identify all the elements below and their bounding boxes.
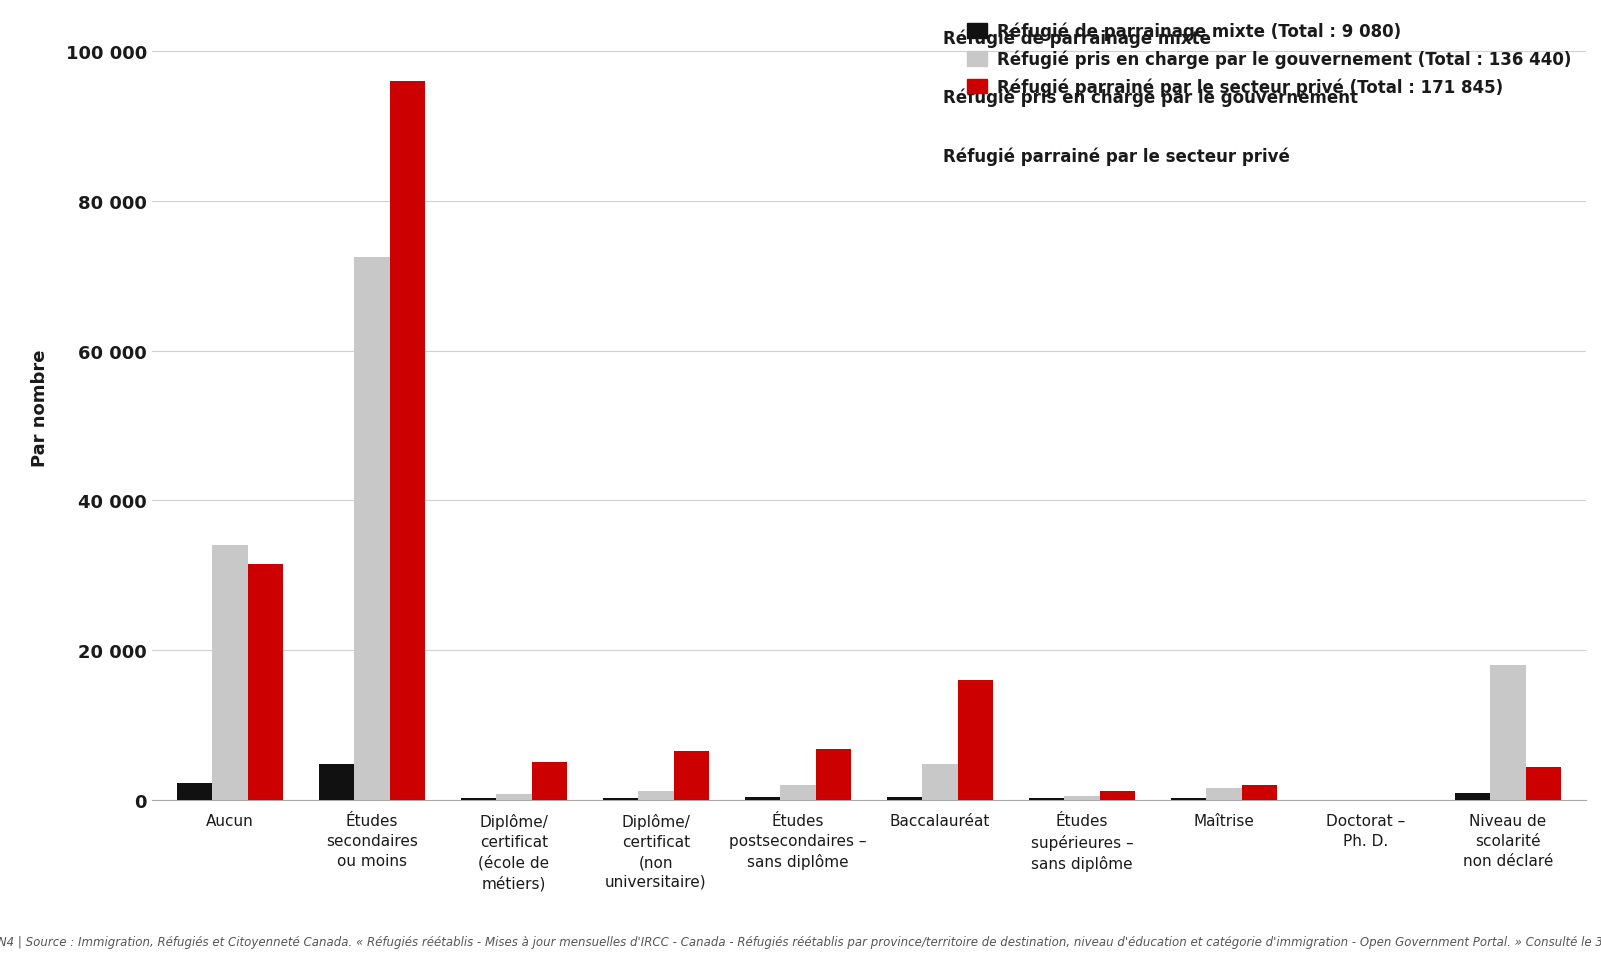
Bar (1065, 796, 1100, 800)
Bar (639, 792, 674, 800)
Legend: Réfugié de parrainage mixte (Total : 9 080), Réfugié pris en charge par le gouve: Réfugié de parrainage mixte (Total : 9 0… (967, 23, 1572, 96)
Bar (354, 258, 389, 800)
Bar (461, 799, 496, 800)
Bar (1242, 785, 1278, 800)
Bar (532, 762, 567, 800)
Bar (248, 564, 283, 800)
Text: Réfugié parrainé par le secteur privé (Total : 171 845): Réfugié parrainé par le secteur privé (T… (943, 147, 1391, 166)
Bar (319, 764, 354, 800)
Text: Réfugié parrainé par le secteur privé: Réfugié parrainé par le secteur privé (943, 147, 1290, 166)
Text: Réfugié pris en charge par le gouvernement: Réfugié pris en charge par le gouverneme… (943, 88, 1359, 107)
Bar (674, 751, 709, 800)
Text: Réfugié de parrainage mixte: Réfugié de parrainage mixte (943, 30, 1212, 48)
Bar (389, 82, 426, 800)
Y-axis label: Par nombre: Par nombre (30, 349, 50, 466)
Bar (1170, 799, 1206, 800)
Text: Réfugié pris en charge par le gouvernement (Total : 136 440): Réfugié pris en charge par le gouverneme… (943, 88, 1452, 107)
Bar (213, 546, 248, 800)
Bar (1029, 799, 1065, 800)
Bar (1491, 665, 1526, 800)
Bar (1455, 793, 1491, 800)
Bar (744, 798, 780, 800)
Bar (176, 783, 213, 800)
Bar (1206, 788, 1242, 800)
Bar (922, 764, 957, 800)
Text: Graphique par N4 | Source : Immigration, Réfugiés et Citoyenneté Canada. « Réfug: Graphique par N4 | Source : Immigration,… (0, 935, 1601, 948)
Bar (957, 680, 993, 800)
Text: Réfugié de parrainage mixte (Total : 9 080): Réfugié de parrainage mixte (Total : 9 0… (943, 30, 1302, 48)
Bar (780, 785, 815, 800)
Bar (887, 798, 922, 800)
Bar (602, 799, 639, 800)
Bar (815, 749, 852, 800)
Bar (1526, 767, 1561, 800)
Bar (1100, 792, 1135, 800)
Bar (496, 795, 532, 800)
